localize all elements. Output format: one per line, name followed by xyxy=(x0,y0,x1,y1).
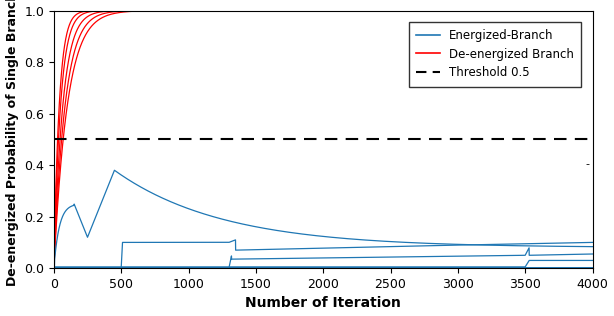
Y-axis label: De-energized Probability of Single Branch: De-energized Probability of Single Branc… xyxy=(6,0,18,286)
Legend: Energized-Branch, De-energized Branch, Threshold 0.5: Energized-Branch, De-energized Branch, T… xyxy=(409,21,581,87)
X-axis label: Number of Iteration: Number of Iteration xyxy=(245,296,401,310)
Text: -: - xyxy=(586,159,590,169)
